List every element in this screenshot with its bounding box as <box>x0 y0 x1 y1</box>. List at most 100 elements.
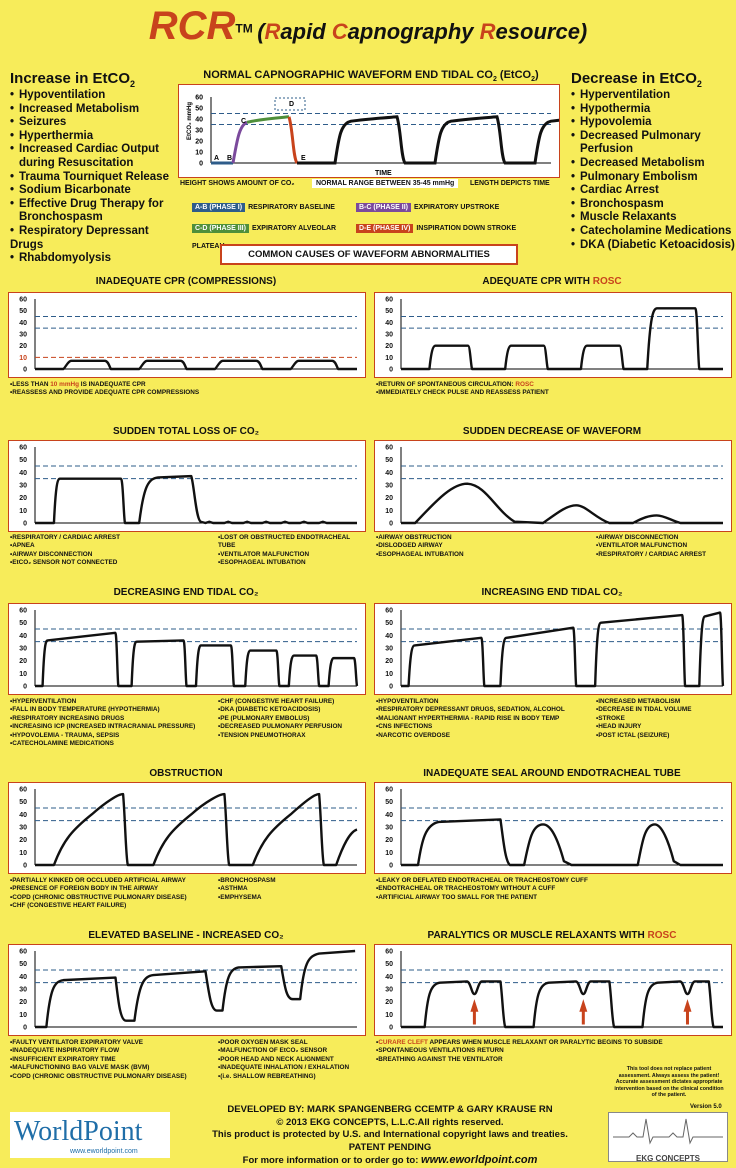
phase-text: EXPIRATORY ALVEOLAR PLATEAU <box>192 225 337 250</box>
note-item: MALIGNANT HYPERTHERMIA - RAPID RISE IN B… <box>376 715 586 723</box>
y-tick-label: 0 <box>389 521 393 528</box>
note-item: LEAKY OR DEFLATED ENDOTRACHEAL OR TRACHE… <box>376 877 732 885</box>
y-tick-label: 60 <box>195 95 203 102</box>
waveform-trace <box>35 631 359 688</box>
list-item: Bronchospasm <box>571 198 736 212</box>
note-item: PRESENCE OF FOREIGN BODY IN THE AIRWAY <box>10 885 220 893</box>
panel-notes: FAULTY VENTILATOR EXPIRATORY VALVEINADEQ… <box>10 1039 220 1081</box>
waveform-panel: 60 50 40 30 20 10 0 <box>374 944 732 1036</box>
title-subtitle: (Rapid Capnography Resource) <box>257 19 588 44</box>
note-item: STROKE <box>596 715 736 723</box>
panel-notes: HYPERVENTILATIONFALL IN BODY TEMPERATURE… <box>10 698 220 748</box>
footer-url[interactable]: www.eworldpoint.com <box>421 1154 538 1166</box>
worldpoint-logo-url[interactable]: www.eworldpoint.com <box>70 1148 138 1155</box>
y-tick-label: 0 <box>23 521 27 528</box>
normal-caption-right: LENGTH DEPICTS TIME <box>470 180 550 187</box>
y-tick-label: 30 <box>19 987 27 994</box>
y-tick-label: 50 <box>385 308 393 315</box>
waveform-panel: 60 50 40 30 20 10 0 <box>8 440 366 532</box>
list-item: Bronchospasm <box>19 211 103 224</box>
note-item: HYPOVOLEMIA - TRAUMA, SEPSIS <box>10 732 220 740</box>
y-tick-label: 50 <box>195 106 203 113</box>
panel-title: ELEVATED BASELINE - INCREASED CO₂ <box>88 930 284 941</box>
y-tick-label: 30 <box>19 332 27 339</box>
y-tick-label: 50 <box>385 620 393 627</box>
normal-caption-range: NORMAL RANGE BETWEEN 35-45 mmHg <box>312 179 459 188</box>
waveform-chart: 60 50 40 30 20 10 0 <box>19 949 357 1032</box>
note-item: POOR HEAD AND NECK ALIGNMENT <box>218 1056 358 1064</box>
panel-notes: LESS THAN 10 mmHg IS INADEQUATE CPRREASS… <box>10 381 366 398</box>
y-tick-label: 60 <box>385 445 393 452</box>
increase-section: Increase in EtCO2 HypoventilationIncreas… <box>10 70 180 266</box>
note-item: POOR OXYGEN MASK SEAL <box>218 1039 358 1047</box>
panel-notes: LOST OR OBSTRUCTED ENDOTRACHEAL TUBEVENT… <box>218 534 358 568</box>
footer-copyright: © 2013 EKG CONCEPTS, L.L.C.All rights re… <box>276 1116 504 1128</box>
y-tick-label: 50 <box>385 961 393 968</box>
y-tick-label: 60 <box>385 608 393 615</box>
note-item: HYPERVENTILATION <box>10 698 220 706</box>
decrease-list: HyperventilationHypothermiaHypovolemiaDe… <box>571 89 736 252</box>
note-item: LOST OR OBSTRUCTED ENDOTRACHEAL TUBE <box>218 534 358 551</box>
note-item: CHF (CONGESTIVE HEART FAILURE) <box>218 698 358 706</box>
normal-waveform-trace <box>297 115 607 165</box>
y-tick-label: 40 <box>385 633 393 640</box>
ekg-logo-text: EKG CONCEPTS <box>635 1154 700 1163</box>
y-tick-label: 0 <box>23 684 27 691</box>
y-tick-label: 10 <box>19 1012 27 1019</box>
waveform-panel: 60 50 40 30 20 10 0 <box>374 782 732 874</box>
phase-iii-segment <box>246 115 290 124</box>
waveform-trace <box>35 474 357 525</box>
y-tick-label: 0 <box>23 863 27 870</box>
waveform-panel: 60 50 40 30 20 10 0 <box>8 944 366 1036</box>
panel-title: PARALYTICS OR MUSCLE RELAXANTS WITH ROSC <box>427 930 677 941</box>
note-item: EMPHYSEMA <box>218 894 358 902</box>
list-item: Perfusion <box>580 143 634 156</box>
increase-list: HypoventilationIncreased MetabolismSeizu… <box>10 89 180 266</box>
waveform-trace <box>401 818 723 867</box>
note-item: VENTILATOR MALFUNCTION <box>218 551 358 559</box>
waveform-panel: 60 50 40 30 20 10 0 <box>8 292 366 378</box>
y-tick-label: 20 <box>19 999 27 1006</box>
panel-title: SUDDEN DECREASE OF WAVEFORM <box>462 426 642 437</box>
y-tick-label: 30 <box>19 483 27 490</box>
phase-tag: A-B (PHASE I) <box>192 203 246 212</box>
note-item: INADEQUATE INHALATION / EXHALATION <box>218 1064 358 1072</box>
version: Version 5.0 <box>690 1104 722 1110</box>
list-item: during Resuscitation <box>19 156 134 169</box>
note-item: ESOPHAGEAL INTUBATION <box>376 551 586 559</box>
note-item: INCREASING ICP (INCREASED INTRACRANIAL P… <box>10 723 220 731</box>
list-item: Cardiac Arrest <box>571 184 736 198</box>
curare-cleft-arrow-icon <box>683 999 692 1025</box>
y-tick-label: 0 <box>199 161 203 168</box>
note-item: CHF (CONGESTIVE HEART FAILURE) <box>10 902 220 910</box>
panel-notes: INCREASED METABOLISMDECREASE IN TIDAL VO… <box>596 698 736 740</box>
title-rcr: RCR <box>148 4 236 48</box>
waveform-panel: 60 50 40 30 20 10 0 <box>8 603 366 695</box>
y-tick-label: 30 <box>385 646 393 653</box>
phase-tag: C-D (PHASE III) <box>192 224 249 233</box>
note-item: AIRWAY DISCONNECTION <box>596 534 736 542</box>
y-tick-label: 40 <box>19 470 27 477</box>
note-item: RESPIRATORY DEPRESSANT DRUGS, SEDATION, … <box>376 706 586 714</box>
y-tick-label: 10 <box>385 671 393 678</box>
disclaimer: This tool does not replace patient asses… <box>614 1066 724 1099</box>
note-item: MALFUNCTIONING BAG VALVE MASK (BVM) <box>10 1064 220 1072</box>
waveform-trace <box>35 359 357 371</box>
y-tick-label: 10 <box>385 508 393 515</box>
note-item: VENTILATOR MALFUNCTION <box>596 542 736 550</box>
note-item: DECREASED PULMONARY PERFUSION <box>218 723 358 731</box>
waveform-chart: 60 50 40 30 20 10 0 <box>385 608 725 691</box>
list-item: Rhabdomyolysis <box>10 252 180 266</box>
y-tick-label: 40 <box>385 320 393 327</box>
waveform-chart: 60 50 40 30 20 10 0 <box>19 297 357 374</box>
phase-tag: D-E (PHASE IV) <box>356 224 414 233</box>
list-item: Hypovolemia <box>571 116 736 130</box>
note-item: NARCOTIC OVERDOSE <box>376 732 586 740</box>
phase-legend-item: B-C (PHASE II) EXPIRATORY UPSTROKE <box>356 196 556 214</box>
phase-point-label: D <box>289 101 294 108</box>
y-tick-label: 0 <box>389 367 393 374</box>
note-item: ASTHMA <box>218 885 358 893</box>
y-tick-label: 40 <box>385 974 393 981</box>
y-tick-label: 0 <box>389 1025 393 1032</box>
y-tick-label: 40 <box>385 812 393 819</box>
